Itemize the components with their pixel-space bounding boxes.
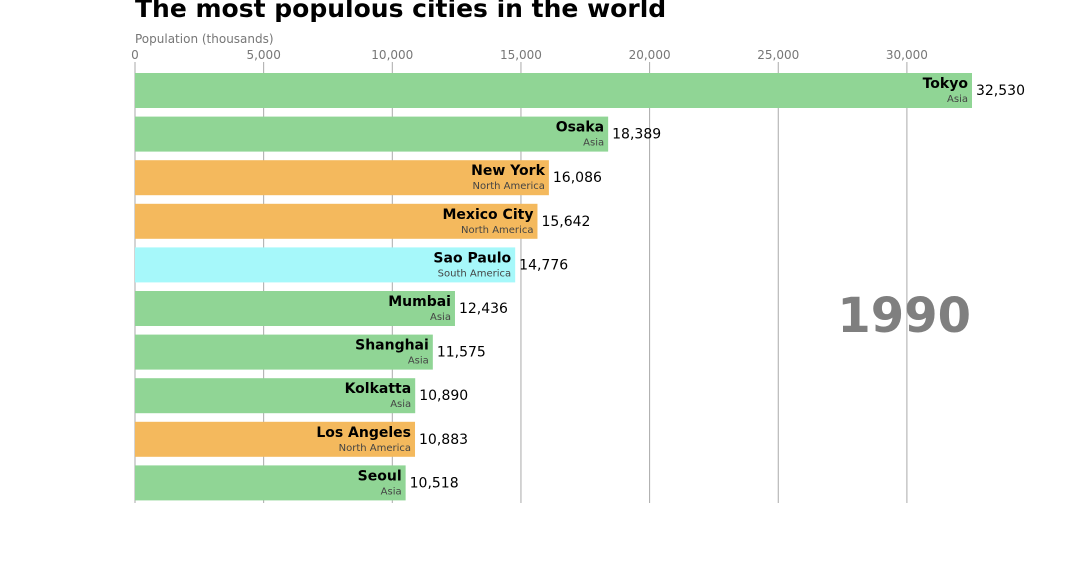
bar-row: New York North America 16,086 <box>135 160 602 196</box>
bar-group-label: Asia <box>430 312 451 323</box>
bar-value-label: 10,518 <box>410 475 459 491</box>
x-tick-label: 0 <box>131 48 139 62</box>
bar <box>135 160 549 196</box>
bar <box>135 334 433 370</box>
bar-group-label: North America <box>461 225 533 236</box>
bar-name-label: Osaka <box>556 120 604 136</box>
bar-name-label: New York <box>471 163 545 179</box>
bar-row: Los Angeles North America 10,883 <box>135 421 468 457</box>
bar <box>135 421 416 457</box>
bar-group-label: Asia <box>583 138 604 149</box>
bar-value-label: 32,530 <box>976 83 1025 99</box>
bar-row: Osaka Asia 18,389 <box>135 116 661 152</box>
x-tick-label: 5,000 <box>246 48 280 62</box>
x-tick-label: 25,000 <box>757 48 799 62</box>
bar-name-label: Kolkatta <box>345 381 412 397</box>
bar-row: Mumbai Asia 12,436 <box>135 291 508 326</box>
bar-name-label: Mexico City <box>443 207 534 223</box>
bar-row: Seoul Asia 10,518 <box>135 465 459 501</box>
bar-row: Sao Paulo South America 14,776 <box>135 247 568 283</box>
bar-value-label: 18,389 <box>612 127 661 143</box>
bar-row: Mexico City North America 15,642 <box>135 203 590 239</box>
bar <box>135 247 516 283</box>
bar <box>135 291 455 326</box>
bar-name-label: Seoul <box>358 468 402 484</box>
bar-group-label: North America <box>339 443 411 454</box>
bar-value-label: 16,086 <box>553 170 602 186</box>
x-tick-label: 10,000 <box>371 48 413 62</box>
bar-name-label: Sao Paulo <box>433 250 511 266</box>
bar <box>135 73 972 108</box>
bar-value-label: 11,575 <box>437 345 486 361</box>
bar-value-label: 12,436 <box>459 301 508 317</box>
year-label: 1990 <box>837 288 971 344</box>
bar-group-label: North America <box>472 181 544 192</box>
bar-value-label: 10,883 <box>419 432 468 448</box>
bar <box>135 465 406 501</box>
bar-row: Tokyo Asia 32,530 <box>135 73 1025 108</box>
bar-name-label: Tokyo <box>923 76 969 92</box>
x-axis-title: Population (thousands) <box>135 32 274 46</box>
bar-group-label: South America <box>438 268 512 279</box>
x-tick-label: 15,000 <box>500 48 542 62</box>
chart-title: The most populous cities in the world <box>135 0 666 23</box>
bar-group-label: Asia <box>947 94 968 105</box>
bar-name-label: Shanghai <box>355 338 429 354</box>
bar-group-label: Asia <box>408 356 429 367</box>
x-tick-label: 20,000 <box>629 48 671 62</box>
bar-name-label: Mumbai <box>388 294 451 310</box>
bar-value-label: 14,776 <box>519 257 568 273</box>
bar-value-label: 15,642 <box>541 214 590 230</box>
bar <box>135 378 416 414</box>
bar-row: Shanghai Asia 11,575 <box>135 334 486 370</box>
x-axis-ticks: 0 5,000 10,000 15,000 20,000 25,000 30,000 <box>131 48 928 62</box>
bar-group-label: Asia <box>381 486 402 497</box>
bar <box>135 203 538 239</box>
bar-name-label: Los Angeles <box>316 425 411 441</box>
bar-value-label: 10,890 <box>419 388 468 404</box>
bar <box>135 116 609 152</box>
bar-group-label: Asia <box>390 399 411 410</box>
bars: Tokyo Asia 32,530 Osaka Asia 18,389 New York No… <box>135 73 1025 501</box>
x-tick-label: 30,000 <box>886 48 928 62</box>
bar-row: Kolkatta Asia 10,890 <box>135 378 468 414</box>
